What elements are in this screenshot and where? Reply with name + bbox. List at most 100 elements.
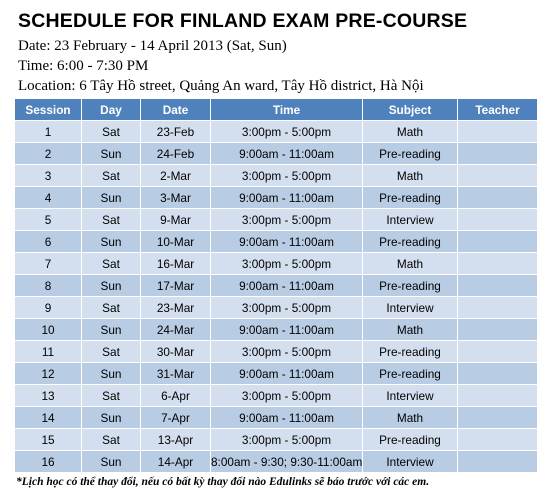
cell-subject: Math: [362, 406, 458, 429]
cell-teacher: [457, 274, 538, 297]
table-row: 6 Sun 10-Mar 9:00am - 11:00am Pre-reading: [14, 230, 538, 253]
table-row: 16 Sun 14-Apr 8:00am - 9:30; 9:30-11:00am In…: [14, 450, 538, 473]
cell-day: Sun: [81, 142, 141, 165]
cell-subject: Pre-reading: [362, 362, 458, 385]
cell-teacher: [457, 186, 538, 209]
cell-teacher: [457, 450, 538, 473]
cell-session: 9: [14, 296, 82, 319]
header-time: Time: [210, 98, 363, 121]
cell-day: Sun: [81, 186, 141, 209]
cell-time: 3:00pm - 5:00pm: [210, 208, 363, 231]
cell-date: 23-Feb: [140, 120, 211, 143]
table-row: 14 Sun 7-Apr 9:00am - 11:00am Math: [14, 406, 538, 429]
cell-teacher: [457, 428, 538, 451]
table-row: 1 Sat 23-Feb 3:00pm - 5:00pm Math: [14, 120, 538, 143]
schedule-document: SCHEDULE FOR FINLAND EXAM PRE-COURSE Dat…: [14, 10, 540, 488]
cell-teacher: [457, 384, 538, 407]
table-header-row: Session Day Date Time Subject Teacher: [14, 98, 538, 121]
cell-teacher: [457, 164, 538, 187]
header-session: Session: [14, 98, 82, 121]
cell-teacher: [457, 120, 538, 143]
cell-time: 3:00pm - 5:00pm: [210, 252, 363, 275]
cell-date: 3-Mar: [140, 186, 211, 209]
cell-session: 6: [14, 230, 82, 253]
cell-subject: Interview: [362, 208, 458, 231]
cell-time: 9:00am - 11:00am: [210, 142, 363, 165]
table-row: 15 Sat 13-Apr 3:00pm - 5:00pm Pre-reading: [14, 428, 538, 451]
cell-date: 9-Mar: [140, 208, 211, 231]
cell-subject: Pre-reading: [362, 186, 458, 209]
cell-session: 3: [14, 164, 82, 187]
time-line: Time: 6:00 - 7:30 PM: [18, 58, 149, 74]
cell-subject: Math: [362, 318, 458, 341]
cell-time: 3:00pm - 5:00pm: [210, 384, 363, 407]
table-row: 5 Sat 9-Mar 3:00pm - 5:00pm Interview: [14, 208, 538, 231]
header-subject: Subject: [362, 98, 458, 121]
table-row: 13 Sat 6-Apr 3:00pm - 5:00pm Interview: [14, 384, 538, 407]
cell-date: 7-Apr: [140, 406, 211, 429]
cell-session: 15: [14, 428, 82, 451]
cell-day: Sat: [81, 120, 141, 143]
cell-session: 2: [14, 142, 82, 165]
cell-day: Sat: [81, 384, 141, 407]
cell-time: 3:00pm - 5:00pm: [210, 120, 363, 143]
cell-session: 7: [14, 252, 82, 275]
cell-date: 30-Mar: [140, 340, 211, 363]
cell-subject: Math: [362, 164, 458, 187]
table-row: 7 Sat 16-Mar 3:00pm - 5:00pm Math: [14, 252, 538, 275]
table-row: 12 Sun 31-Mar 9:00am - 11:00am Pre-reading: [14, 362, 538, 385]
cell-subject: Pre-reading: [362, 142, 458, 165]
header-day: Day: [81, 98, 141, 121]
table-row: 3 Sat 2-Mar 3:00pm - 5:00pm Math: [14, 164, 538, 187]
cell-time: 9:00am - 11:00am: [210, 362, 363, 385]
cell-date: 23-Mar: [140, 296, 211, 319]
cell-day: Sat: [81, 296, 141, 319]
cell-day: Sun: [81, 274, 141, 297]
cell-session: 13: [14, 384, 82, 407]
cell-date: 13-Apr: [140, 428, 211, 451]
cell-teacher: [457, 252, 538, 275]
cell-subject: Math: [362, 252, 458, 275]
cell-time: 9:00am - 11:00am: [210, 406, 363, 429]
cell-date: 31-Mar: [140, 362, 211, 385]
cell-day: Sat: [81, 208, 141, 231]
cell-time: 9:00am - 11:00am: [210, 186, 363, 209]
table-row: 4 Sun 3-Mar 9:00am - 11:00am Pre-reading: [14, 186, 538, 209]
cell-time: 3:00pm - 5:00pm: [210, 164, 363, 187]
cell-subject: Pre-reading: [362, 230, 458, 253]
header-date: Date: [140, 98, 211, 121]
cell-teacher: [457, 318, 538, 341]
cell-date: 24-Feb: [140, 142, 211, 165]
cell-time: 9:00am - 11:00am: [210, 274, 363, 297]
cell-subject: Interview: [362, 296, 458, 319]
cell-day: Sun: [81, 362, 141, 385]
cell-subject: Interview: [362, 384, 458, 407]
cell-teacher: [457, 142, 538, 165]
cell-session: 14: [14, 406, 82, 429]
cell-subject: Pre-reading: [362, 428, 458, 451]
cell-session: 4: [14, 186, 82, 209]
cell-teacher: [457, 296, 538, 319]
cell-teacher: [457, 208, 538, 231]
cell-time: 3:00pm - 5:00pm: [210, 340, 363, 363]
table-row: 10 Sun 24-Mar 9:00am - 11:00am Math: [14, 318, 538, 341]
cell-session: 1: [14, 120, 82, 143]
cell-subject: Interview: [362, 450, 458, 473]
cell-session: 16: [14, 450, 82, 473]
cell-teacher: [457, 406, 538, 429]
schedule-table-body: 1 Sat 23-Feb 3:00pm - 5:00pm Math 2 Sun 24-Feb 9…: [14, 120, 538, 473]
cell-teacher: [457, 362, 538, 385]
cell-teacher: [457, 230, 538, 253]
cell-day: Sun: [81, 406, 141, 429]
cell-day: Sun: [81, 318, 141, 341]
cell-day: Sat: [81, 252, 141, 275]
cell-time: 8:00am - 9:30; 9:30-11:00am: [210, 450, 363, 473]
table-row: 8 Sun 17-Mar 9:00am - 11:00am Pre-reading: [14, 274, 538, 297]
table-row: 2 Sun 24-Feb 9:00am - 11:00am Pre-reading: [14, 142, 538, 165]
cell-session: 11: [14, 340, 82, 363]
cell-day: Sun: [81, 450, 141, 473]
cell-time: 9:00am - 11:00am: [210, 230, 363, 253]
cell-date: 6-Apr: [140, 384, 211, 407]
cell-date: 17-Mar: [140, 274, 211, 297]
